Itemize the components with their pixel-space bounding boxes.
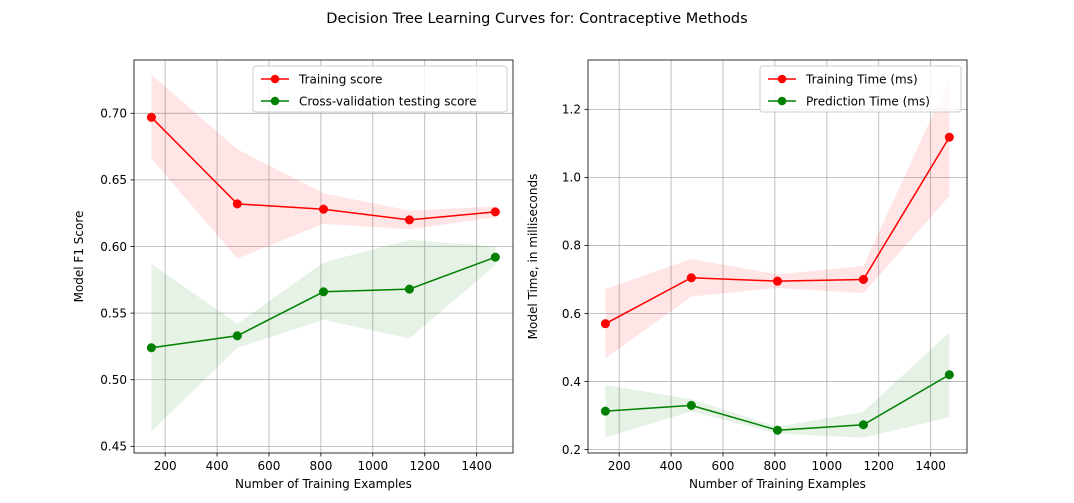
data-point-train <box>686 273 696 283</box>
y-tick-label: 0.2 <box>562 443 581 457</box>
data-point-train <box>858 274 868 285</box>
data-point-train <box>232 199 242 209</box>
figure-title: Decision Tree Learning Curves for: Contr… <box>326 11 747 27</box>
data-point-train <box>404 215 414 225</box>
data-point-train <box>146 112 156 122</box>
x-tick-label: 1400 <box>461 459 492 473</box>
data-point-test <box>490 252 500 262</box>
model-time-chart: 200 400 600 800 1000 1200 1400 0.2 0.4 0.6 0.8 1.0 1… <box>526 59 968 491</box>
x-tick-label: 1200 <box>863 459 894 473</box>
x-tick-label: 1200 <box>409 459 440 473</box>
y-tick-label: 0.60 <box>100 240 127 254</box>
data-point-train <box>600 319 610 329</box>
legend-marker-train <box>777 74 787 84</box>
series-band-train <box>151 74 496 259</box>
legend-label-train: Training Time (ms) <box>805 72 918 86</box>
data-point-test <box>404 284 414 294</box>
x-tick-label: 600 <box>258 459 281 473</box>
data-point-train <box>772 276 783 286</box>
data-point-train <box>318 204 329 214</box>
data-point-train <box>944 132 954 142</box>
data-point-test <box>944 370 954 380</box>
y-tick-label: 0.55 <box>100 306 127 320</box>
y-tick-label: 0.45 <box>100 440 127 454</box>
data-point-test <box>858 420 868 430</box>
legend-label-train: Training score <box>298 72 382 86</box>
f1-score-chart: 200 400 600 800 1000 1200 1400 0.45 0.50 0.55 0.60… <box>72 59 514 491</box>
data-point-test <box>318 287 329 297</box>
legend-label-test: Prediction Time (ms) <box>806 94 930 108</box>
y-tick-label: 0.65 <box>100 173 127 187</box>
y-tick-label: 0.4 <box>562 375 581 389</box>
axes-frame <box>133 59 514 454</box>
y-axis-label: Model Time, in milliseconds <box>526 174 540 340</box>
axes-frame <box>587 59 968 454</box>
y-tick-label: 0.70 <box>100 107 127 121</box>
legend-marker-test <box>777 96 787 106</box>
x-tick-label: 400 <box>660 459 683 473</box>
x-tick-label: 200 <box>608 459 631 473</box>
y-tick-label: 1.0 <box>562 171 581 185</box>
data-point-test <box>772 425 783 435</box>
legend-marker-test <box>270 96 280 106</box>
y-tick-label: 0.6 <box>562 307 581 321</box>
series-band-train <box>605 78 950 359</box>
legend-box <box>252 65 508 113</box>
data-point-train <box>490 207 500 217</box>
data-point-test <box>600 406 610 416</box>
y-tick-label: 0.50 <box>100 373 127 387</box>
x-tick-label: 400 <box>206 459 229 473</box>
y-axis-label: Model F1 Score <box>72 211 86 303</box>
x-axis-label: Number of Training Examples <box>689 477 866 491</box>
data-point-test <box>146 343 156 353</box>
x-axis-label: Number of Training Examples <box>235 477 412 491</box>
data-point-test <box>232 331 242 341</box>
series-band-test <box>605 332 950 438</box>
x-tick-label: 800 <box>309 459 332 473</box>
legend-label-test: Cross-validation testing score <box>299 94 476 108</box>
x-tick-label: 1000 <box>358 459 389 473</box>
x-tick-label: 800 <box>763 459 786 473</box>
data-point-test <box>686 400 696 410</box>
legend-marker-train <box>270 74 280 84</box>
legend-box <box>759 65 962 113</box>
y-tick-label: 1.2 <box>562 103 581 117</box>
x-tick-label: 200 <box>154 459 177 473</box>
x-tick-label: 600 <box>712 459 735 473</box>
x-tick-label: 1400 <box>915 459 946 473</box>
x-tick-label: 1000 <box>812 459 843 473</box>
y-tick-label: 0.8 <box>562 239 581 253</box>
